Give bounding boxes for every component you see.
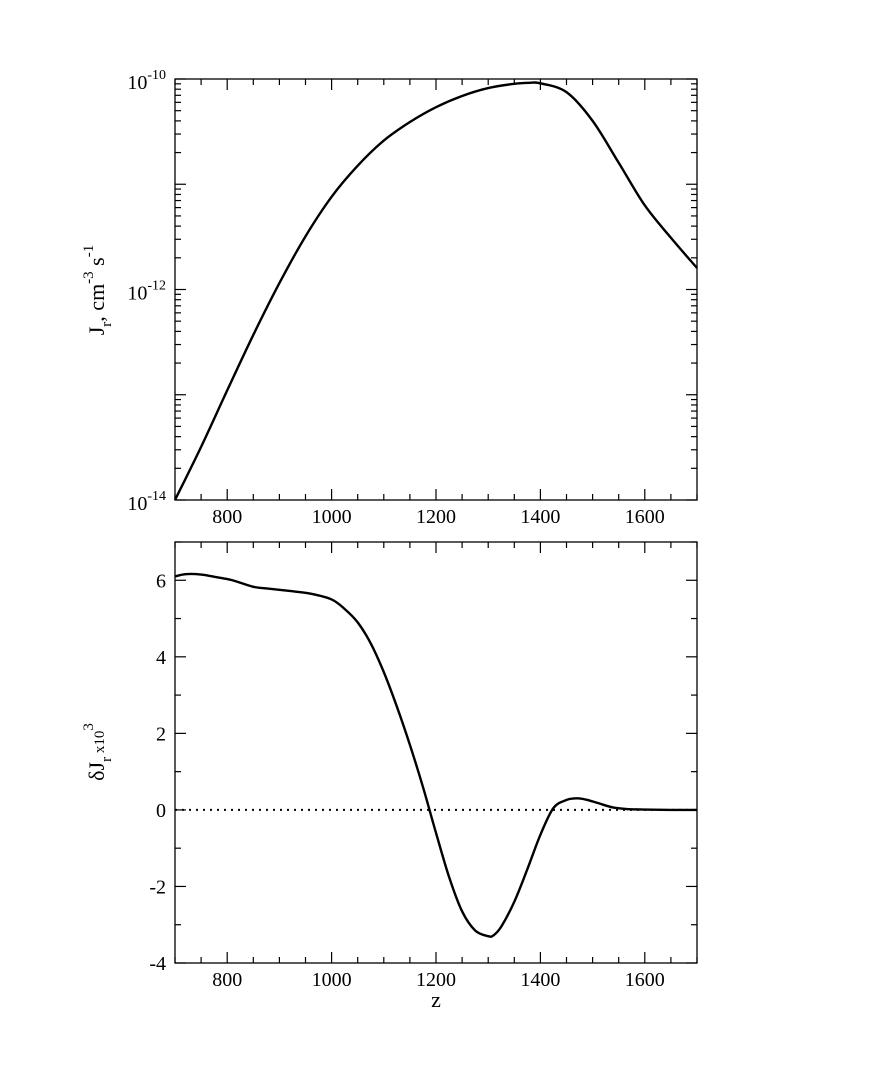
bottom-series-line bbox=[174, 572, 698, 938]
x-tick-label: 800 bbox=[212, 969, 242, 991]
x-tick-label: 1000 bbox=[312, 506, 352, 528]
x-tick-label: 800 bbox=[212, 506, 242, 528]
y-tick-label: 6 bbox=[156, 570, 166, 592]
top-panel-rate: 800 1000 1200 1400 1600 10-14 10-12 10-10 Jr, c… bbox=[81, 68, 698, 528]
top-plot-frame bbox=[174, 78, 698, 501]
x-tick-label: 1200 bbox=[416, 506, 456, 528]
y-tick-label: 10-12 bbox=[127, 279, 166, 305]
x-tick-label: 1600 bbox=[625, 506, 665, 528]
x-tick-label: 1000 bbox=[312, 969, 352, 991]
y-tick-label: -4 bbox=[149, 953, 166, 975]
y-tick-label: 0 bbox=[156, 800, 166, 822]
bottom-panel-delta: 800 1000 1200 1400 1600 -4 -2 0 2 4 6 δJr x103 z bbox=[81, 541, 698, 1012]
y-tick-label: 10-14 bbox=[127, 489, 166, 515]
bottom-tick-labels: 800 1000 1200 1400 1600 -4 -2 0 2 4 6 bbox=[149, 570, 664, 991]
y-tick-label: 4 bbox=[156, 647, 166, 669]
x-tick-label: 1200 bbox=[416, 969, 456, 991]
y-tick-label: 10-10 bbox=[127, 68, 166, 94]
x-tick-label: 1400 bbox=[520, 969, 560, 991]
bottom-plot-frame bbox=[174, 541, 698, 964]
top-tick-labels: 800 1000 1200 1400 1600 10-14 10-12 10-10 bbox=[127, 68, 664, 528]
top-series-line bbox=[173, 81, 698, 501]
x-tick-label: 1600 bbox=[625, 969, 665, 991]
top-y-axis-label: Jr, cm-3 s-1 bbox=[81, 245, 115, 336]
x-axis-label: z bbox=[431, 987, 441, 1012]
bottom-axis-ticks bbox=[174, 541, 698, 964]
top-axis-ticks bbox=[174, 78, 698, 501]
bottom-y-axis-label: δJr x103 bbox=[81, 723, 115, 781]
y-tick-label: -2 bbox=[149, 876, 166, 898]
x-tick-label: 1400 bbox=[520, 506, 560, 528]
y-tick-label: 2 bbox=[156, 723, 166, 745]
